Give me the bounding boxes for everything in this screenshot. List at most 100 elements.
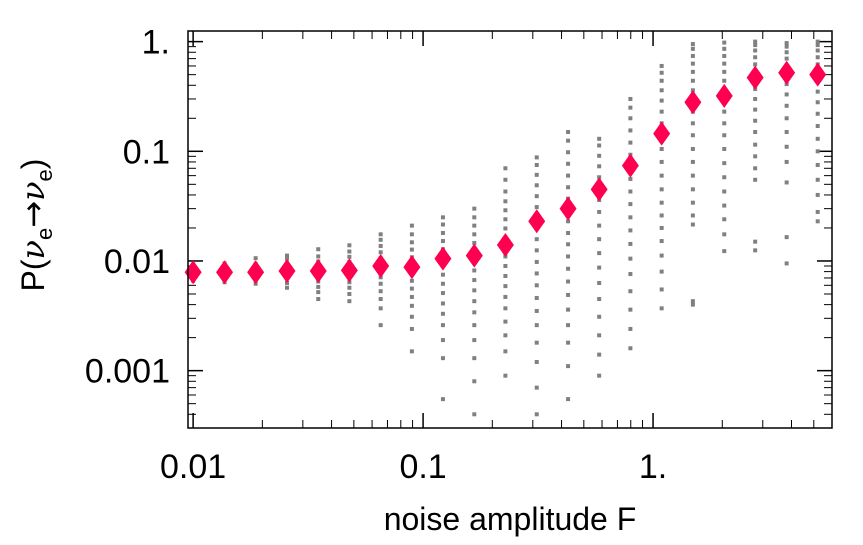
scatter-point xyxy=(659,213,664,218)
scatter-point xyxy=(628,256,633,261)
scatter-point xyxy=(566,150,571,155)
scatter-point xyxy=(503,273,508,278)
scatter-point xyxy=(753,142,758,147)
scatter-point xyxy=(784,159,789,164)
major-ticks xyxy=(188,31,832,428)
scatter-point xyxy=(628,346,633,351)
scatter-point xyxy=(628,215,633,220)
scatter-point xyxy=(753,39,758,44)
scatter-point xyxy=(815,100,820,105)
scatter-point xyxy=(815,136,820,141)
y-axis-title-sub2: e xyxy=(32,169,57,181)
scatter-point xyxy=(690,187,695,192)
scatter-point xyxy=(628,289,633,294)
scatter-point xyxy=(690,78,695,83)
scatter-point xyxy=(659,269,664,274)
scatter-point xyxy=(597,143,602,148)
scatter-point xyxy=(534,237,539,242)
mean-markers xyxy=(184,60,827,285)
scatter-point xyxy=(784,261,789,266)
scatter-point xyxy=(690,133,695,138)
scatter-point xyxy=(503,284,508,289)
scatter-point xyxy=(597,164,602,169)
scatter-point xyxy=(503,199,508,204)
scatter-point xyxy=(534,205,539,210)
scatter-point xyxy=(815,149,820,154)
mean-marker xyxy=(528,209,546,234)
scatter-point xyxy=(440,272,445,277)
scatter-point xyxy=(690,200,695,205)
scatter-point xyxy=(566,129,571,134)
scatter-point xyxy=(628,307,633,312)
scatter-point xyxy=(784,92,789,97)
scatter-point xyxy=(722,133,727,138)
scatter-point xyxy=(722,146,727,151)
x-tick-labels: 0.01 0.1 1. xyxy=(160,448,667,486)
scatter-point xyxy=(566,230,571,235)
scatter-point xyxy=(659,78,664,83)
scatter-point xyxy=(628,189,633,194)
scatter-point xyxy=(659,253,664,258)
scatter-point xyxy=(503,333,508,338)
scatter-point xyxy=(815,177,820,182)
scatter-point xyxy=(472,278,477,283)
y-tick-label: 0.01 xyxy=(104,243,170,281)
scatter-point xyxy=(472,379,477,384)
scatter-point xyxy=(378,281,383,286)
mean-marker xyxy=(216,260,234,285)
scatter-point xyxy=(628,326,633,331)
scatter-point xyxy=(690,159,695,164)
scatter-point xyxy=(753,107,758,112)
scatter-point xyxy=(503,294,508,299)
scatter-point xyxy=(690,69,695,74)
scatter-point xyxy=(503,217,508,222)
scatter-point xyxy=(503,166,508,171)
scatter-point xyxy=(753,154,758,159)
scatter-point xyxy=(440,222,445,227)
scatter-point xyxy=(472,206,477,211)
scatter-point xyxy=(753,96,758,101)
y-axis-title: P(νe→νe) xyxy=(14,159,57,292)
scatter-point xyxy=(409,314,414,319)
scatter-point xyxy=(659,306,664,311)
mean-marker xyxy=(590,177,608,202)
scatter-point xyxy=(472,215,477,220)
x-tick-label: 1. xyxy=(639,448,667,486)
scatter-point xyxy=(690,42,695,47)
scatter-point xyxy=(628,116,633,121)
y-axis-title-nu2: ν xyxy=(14,181,52,200)
scatter-point xyxy=(597,153,602,158)
scatter-point xyxy=(659,187,664,192)
scatter-point xyxy=(534,259,539,264)
scatter-point xyxy=(659,109,664,114)
y-tick-label: 0.1 xyxy=(123,133,170,171)
y-axis-title-sub1: e xyxy=(32,228,57,240)
scatter-point xyxy=(815,192,820,197)
scatter-point xyxy=(503,349,508,354)
scatter-point xyxy=(472,338,477,343)
y-axis-title-nu1: ν xyxy=(14,240,52,259)
scatter-point xyxy=(472,240,477,245)
scatter-point xyxy=(597,136,602,141)
scatter-point xyxy=(815,39,820,44)
mean-marker xyxy=(278,259,296,284)
scatter-point xyxy=(722,161,727,166)
scatter-point xyxy=(409,278,414,283)
scatter-point xyxy=(597,251,602,256)
scatter-point xyxy=(784,56,789,61)
scatter-point xyxy=(534,163,539,168)
scatter-point xyxy=(753,239,758,244)
scatter-point xyxy=(316,247,321,252)
scatter-point xyxy=(597,265,602,270)
scatter-point xyxy=(472,412,477,417)
mean-marker xyxy=(403,255,421,280)
mean-marker xyxy=(809,62,827,87)
scatter-point xyxy=(659,239,664,244)
scatter-point xyxy=(722,175,727,180)
scatter-point xyxy=(566,185,571,190)
scatter-point xyxy=(409,223,414,228)
scatter-point xyxy=(753,166,758,171)
scatter-point xyxy=(472,323,477,328)
scatter-point xyxy=(659,159,664,164)
scatter-point xyxy=(285,256,290,261)
